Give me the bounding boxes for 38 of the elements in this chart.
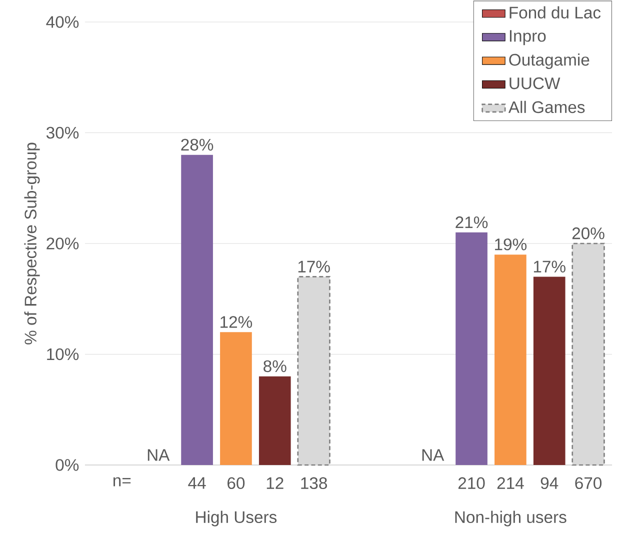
data-label: 8% bbox=[264, 360, 286, 372]
legend-label: Outagamie bbox=[509, 53, 590, 70]
data-label: 17% bbox=[534, 260, 566, 272]
bar bbox=[220, 332, 252, 465]
text: 214 bbox=[497, 477, 524, 489]
text: 670 bbox=[575, 477, 602, 490]
legend-label: Inpro bbox=[510, 30, 546, 46]
data-label: 12% bbox=[220, 316, 252, 328]
text: n= bbox=[114, 477, 131, 486]
data-label: 21% bbox=[456, 216, 488, 228]
bar bbox=[258, 376, 291, 465]
x-tick-label: Non-high users bbox=[455, 510, 566, 526]
text: 12 bbox=[266, 477, 284, 489]
text: 94 bbox=[540, 477, 558, 490]
y-tick-label: 0% bbox=[56, 459, 79, 471]
x-tick-label: High Users bbox=[196, 510, 277, 526]
y-tick-label: 30% bbox=[46, 126, 79, 139]
data-label: 17% bbox=[298, 260, 330, 272]
text: NA bbox=[422, 449, 444, 461]
y-tick-label: 10% bbox=[47, 348, 79, 360]
bar bbox=[456, 232, 488, 465]
legend-label: All Games bbox=[508, 100, 585, 114]
data-label: 20% bbox=[572, 227, 604, 240]
text: 138 bbox=[301, 477, 327, 490]
data-label: 19% bbox=[495, 238, 527, 250]
bar bbox=[181, 154, 213, 465]
y-tick-label: 20% bbox=[46, 238, 79, 250]
data-label: 28% bbox=[181, 138, 214, 151]
legend-label: UUCW bbox=[510, 77, 560, 90]
text: 210 bbox=[458, 477, 485, 490]
y-axis-title: % of Respective Sub-group bbox=[24, 142, 40, 344]
text: 60 bbox=[228, 477, 245, 490]
legend-label: Fond du Lac bbox=[510, 6, 601, 19]
text: NA bbox=[148, 449, 170, 461]
text: 44 bbox=[188, 477, 206, 489]
bar bbox=[494, 254, 526, 465]
y-tick-label: 40% bbox=[46, 16, 79, 28]
bar bbox=[533, 276, 566, 465]
